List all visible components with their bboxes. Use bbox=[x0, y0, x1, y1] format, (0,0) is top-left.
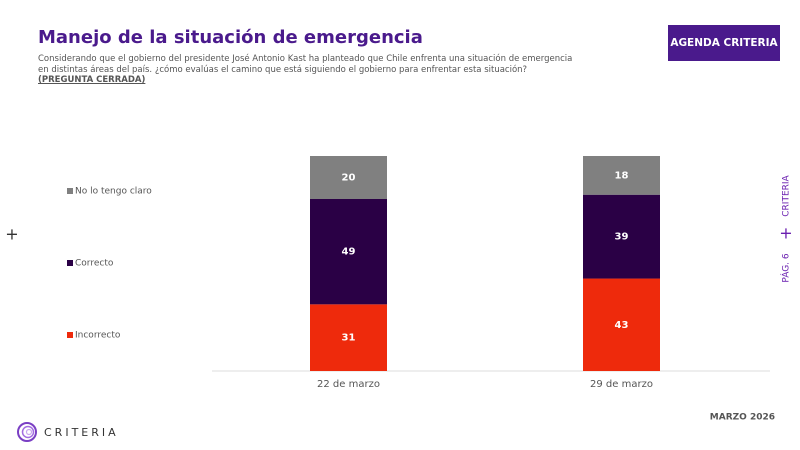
date: MARZO 2026 bbox=[710, 413, 775, 423]
plus-icon: + bbox=[779, 224, 792, 243]
bar-segment bbox=[310, 156, 387, 199]
value-label: 43 bbox=[615, 320, 629, 331]
value-label: 39 bbox=[615, 232, 629, 243]
side-brand: CRITERIA bbox=[782, 174, 792, 216]
value-label: 20 bbox=[342, 173, 356, 184]
legend-label: No lo tengo claro bbox=[75, 187, 152, 197]
logo-ring bbox=[17, 422, 37, 442]
legend-swatch bbox=[67, 332, 73, 338]
page-number: PÁG. 6 bbox=[780, 253, 792, 283]
logo-text: CRITERIA bbox=[44, 426, 119, 439]
legend-swatch bbox=[67, 260, 73, 266]
logo-ring bbox=[25, 428, 33, 436]
value-label: 49 bbox=[342, 247, 356, 258]
value-label: 31 bbox=[342, 333, 356, 344]
plus-icon: + bbox=[5, 225, 18, 244]
bar-segment bbox=[583, 278, 660, 371]
x-tick-label: 29 de marzo bbox=[590, 379, 653, 390]
subtitle-note: (PREGUNTA CERRADA) bbox=[38, 75, 146, 85]
logo-ring bbox=[21, 425, 35, 439]
value-label: 18 bbox=[615, 170, 629, 181]
subtitle-block: Considerando que el gobierno del preside… bbox=[38, 54, 578, 86]
legend-swatch bbox=[67, 188, 73, 194]
bar-segment bbox=[583, 194, 660, 279]
bar-segment bbox=[583, 156, 660, 195]
bar-segment bbox=[310, 199, 387, 305]
subtitle: Considerando que el gobierno del preside… bbox=[38, 54, 573, 75]
bar-segment bbox=[310, 304, 387, 371]
legend-label: Correcto bbox=[75, 259, 114, 269]
title: Manejo de la situación de emergencia bbox=[38, 27, 423, 48]
legend-label: Incorrecto bbox=[75, 331, 121, 341]
logo bbox=[17, 422, 37, 442]
agenda-button[interactable]: AGENDA CRITERIA bbox=[668, 25, 780, 61]
x-tick-label: 22 de marzo bbox=[317, 379, 380, 390]
